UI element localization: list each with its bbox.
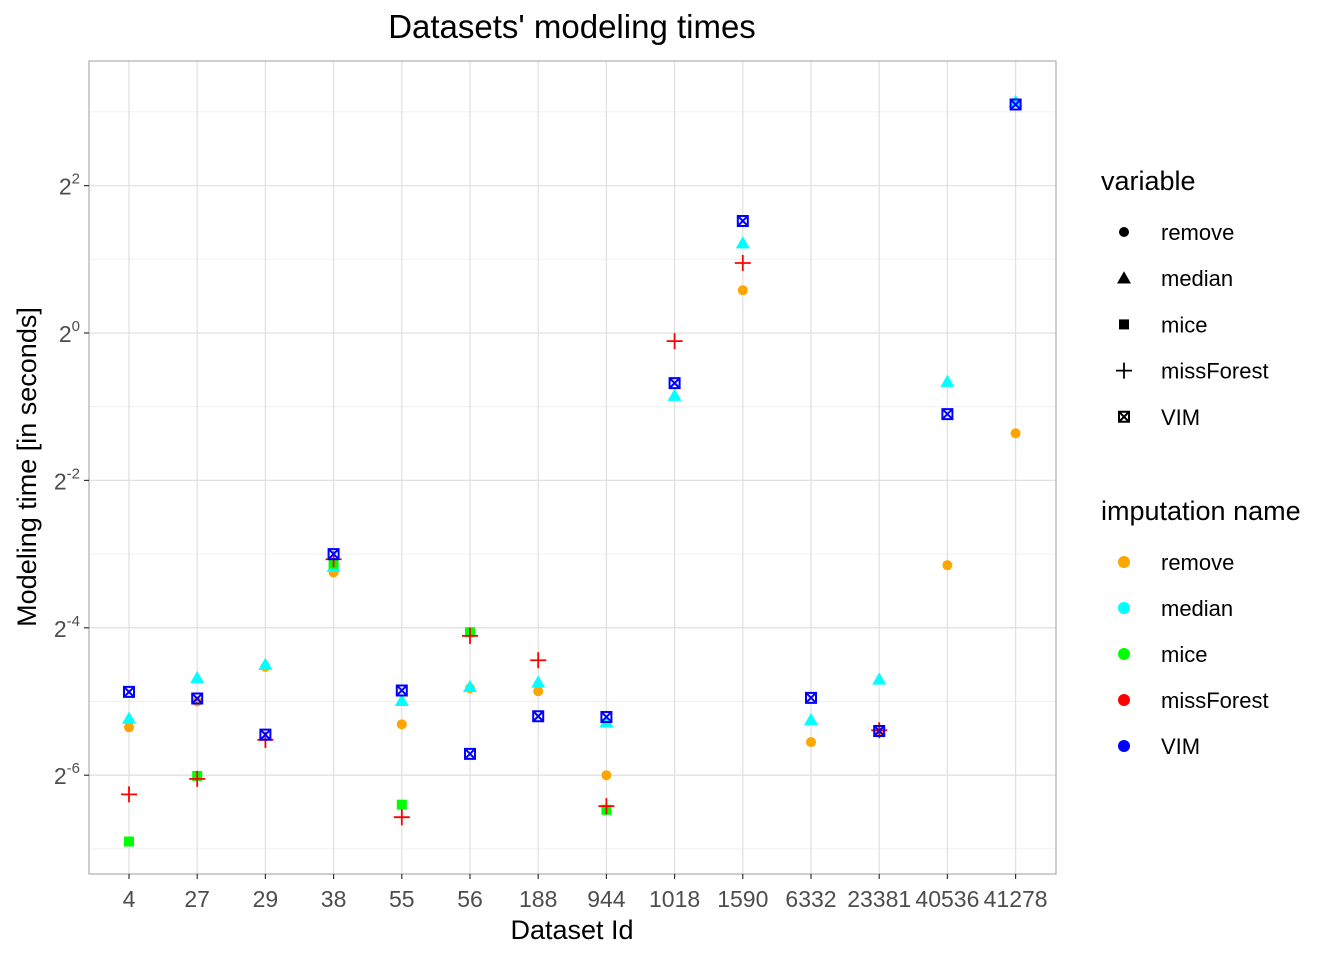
y-tick-label: 22 — [59, 171, 80, 200]
legend-shape-label: median — [1161, 266, 1233, 291]
data-points — [121, 94, 1023, 847]
legend-color-swatch-median — [1118, 602, 1130, 614]
x-axis-title: Dataset Id — [510, 915, 633, 945]
point-missForest — [189, 770, 206, 787]
point-missForest — [598, 798, 615, 815]
point-VIM — [532, 710, 545, 723]
plot-panel — [88, 60, 1057, 875]
point-missForest — [462, 627, 478, 644]
x-tick-label: 56 — [457, 886, 483, 912]
legend-color-label: median — [1161, 596, 1233, 621]
point-missForest — [121, 786, 137, 803]
legend-shape-remove — [1119, 227, 1129, 237]
point-VIM — [805, 691, 817, 704]
legend-color-items: remove median mice missForest VIM — [1118, 550, 1269, 759]
point-median — [394, 693, 409, 707]
point-remove — [601, 770, 612, 781]
y-axis-title: Modeling time [in seconds] — [12, 307, 42, 627]
legend-color-swatch-mice — [1118, 648, 1130, 660]
legend-color-title: imputation name — [1101, 496, 1301, 526]
point-VIM — [123, 685, 135, 698]
x-tick-label: 27 — [184, 886, 210, 912]
y-tick-label: 2-6 — [54, 760, 80, 789]
legend-color-label: VIM — [1161, 734, 1200, 759]
legend-color-label: mice — [1161, 642, 1207, 667]
legend-shape-label: remove — [1161, 220, 1234, 245]
point-remove — [737, 285, 748, 296]
point-median — [463, 679, 477, 693]
point-VIM — [600, 710, 613, 723]
point-median — [258, 657, 273, 670]
plot-border — [88, 60, 1057, 875]
point-remove — [533, 686, 544, 697]
point-VIM — [395, 684, 408, 697]
point-median — [122, 711, 136, 724]
point-VIM — [259, 728, 272, 741]
point-VIM — [327, 548, 340, 561]
x-tick-label: 29 — [253, 886, 279, 912]
x-tick-label: 40536 — [915, 886, 979, 912]
point-mice — [396, 799, 407, 810]
legend-shape-title: variable — [1101, 166, 1196, 196]
point-VIM — [941, 408, 954, 421]
point-missForest — [666, 333, 683, 350]
point-median — [531, 675, 546, 688]
point-median — [804, 712, 818, 726]
legend: variable remove median mice missForest VIM i… — [1101, 166, 1301, 759]
x-tick-label: 944 — [587, 886, 626, 912]
legend-shape-label: mice — [1161, 312, 1207, 337]
legend-shape-missForest — [1116, 362, 1132, 379]
x-tick-label: 4 — [123, 886, 136, 912]
x-axis: 4 27 29 38 55 56 188 944 1018 1590 6332 23381 40536 4… — [123, 874, 1048, 912]
x-tick-label: 6332 — [785, 886, 836, 912]
point-median — [940, 374, 955, 387]
point-missForest — [530, 652, 547, 669]
point-missForest — [734, 254, 751, 271]
y-tick-label: 2-4 — [54, 613, 80, 642]
x-tick-label: 1018 — [649, 886, 700, 912]
point-remove — [942, 560, 953, 571]
point-median — [667, 388, 682, 401]
point-mice — [124, 836, 134, 847]
y-tick-label: 2-2 — [54, 465, 80, 494]
legend-shape-mice — [1119, 319, 1129, 330]
x-tick-label: 41278 — [984, 886, 1048, 912]
x-tick-label: 1590 — [717, 886, 768, 912]
legend-shape-label: VIM — [1161, 405, 1200, 430]
legend-color-label: remove — [1161, 550, 1234, 575]
legend-color-swatch-missForest — [1118, 694, 1130, 706]
minor-gridlines — [89, 111, 1056, 850]
x-tick-label: 55 — [389, 886, 415, 912]
x-tick-label: 23381 — [847, 886, 911, 912]
legend-shape-label: missForest — [1161, 359, 1269, 384]
point-VIM — [873, 724, 886, 737]
point-VIM — [191, 692, 204, 705]
legend-shape-items: remove median mice missForest VIM — [1116, 220, 1269, 430]
point-VIM — [668, 377, 681, 390]
chart-title: Datasets' modeling times — [388, 8, 756, 45]
legend-shape-VIM — [1118, 410, 1130, 423]
legend-color-swatch-remove — [1118, 556, 1130, 568]
plot-background — [89, 61, 1056, 874]
point-remove — [396, 719, 407, 730]
point-VIM — [1009, 98, 1022, 111]
y-axis: 2-6 2-4 2-2 20 22 — [54, 171, 89, 789]
point-median — [190, 670, 205, 684]
point-VIM — [736, 214, 749, 227]
point-remove — [1010, 428, 1021, 439]
x-tick-label: 38 — [321, 886, 347, 912]
y-tick-label: 20 — [59, 318, 80, 347]
legend-shape-median — [1117, 271, 1131, 284]
point-VIM — [464, 747, 476, 760]
legend-color-label: missForest — [1161, 688, 1269, 713]
x-tick-label: 188 — [519, 886, 557, 912]
legend-color-swatch-VIM — [1118, 740, 1130, 752]
point-median — [1008, 94, 1023, 107]
point-median — [735, 236, 750, 249]
point-remove — [124, 722, 134, 733]
point-missForest — [393, 809, 410, 826]
point-median — [872, 672, 887, 685]
point-remove — [806, 737, 816, 748]
